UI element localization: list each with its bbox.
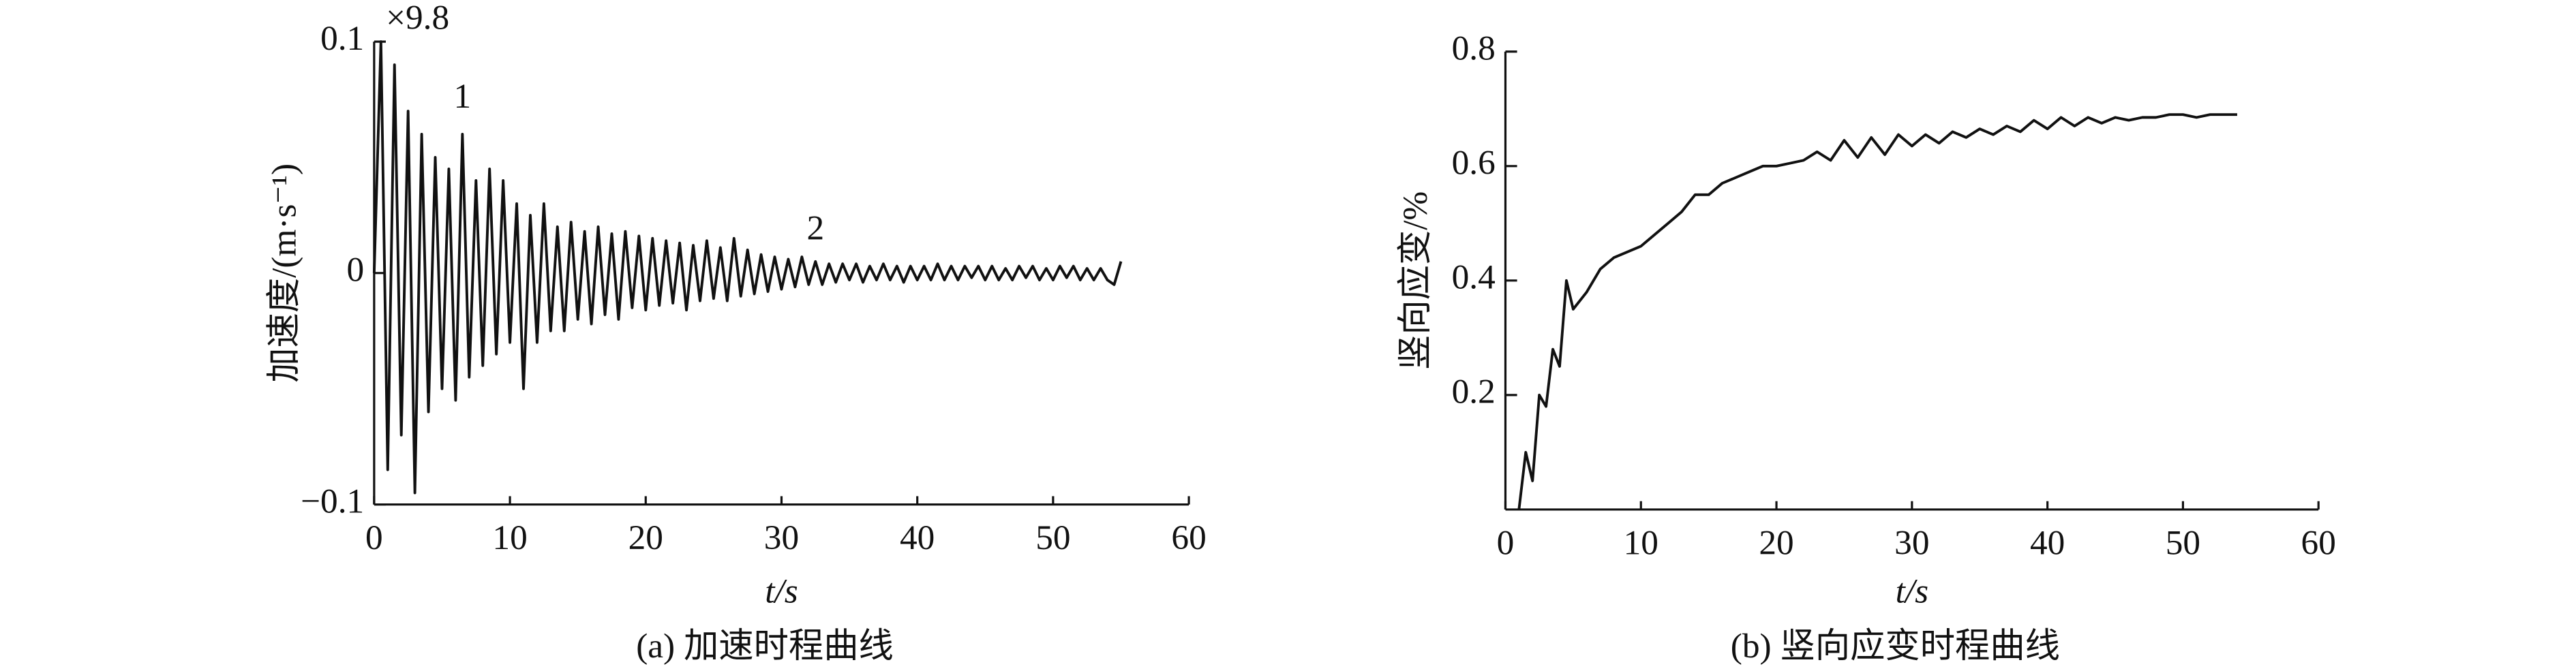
data-line [372, 40, 1123, 495]
x-tick-label: 20 [1759, 523, 1793, 562]
x-tick-label: 40 [2030, 523, 2065, 562]
x-tick-label: 30 [1894, 523, 1929, 562]
x-axis-label: t/s [1896, 572, 1928, 610]
y-tick-label: 0.6 [1452, 144, 1496, 183]
y-tick-label: 0.1 [320, 19, 364, 58]
y-tick-label: 0 [347, 251, 365, 290]
x-tick-label: 40 [900, 518, 935, 557]
y-tick-label: 0.4 [1452, 258, 1496, 297]
y-axis-label: 加速度/(m·s⁻¹) [265, 163, 304, 383]
x-tick-label: 30 [764, 518, 799, 557]
x-tick-label: 0 [1497, 523, 1515, 562]
x-tick-label: 60 [1171, 518, 1206, 557]
x-tick-label: 60 [2301, 523, 2336, 562]
caption: (a) 加速时程曲线 [636, 627, 894, 666]
x-tick-label: 10 [1624, 523, 1658, 562]
y-tick-label: 0.2 [1452, 373, 1496, 411]
caption: (b) 竖向应变时程曲线 [1731, 627, 2060, 666]
y-tick-label: −0.1 [301, 482, 364, 520]
x-axis-label: t/s [765, 572, 798, 610]
y-axis-label: 竖向应变/% [1396, 191, 1435, 370]
data-line [1517, 113, 2237, 510]
annotation: 2 [806, 208, 824, 247]
annotation: ×9.8 [386, 0, 449, 37]
y-tick-label: 0.8 [1452, 29, 1496, 68]
annotation: 1 [454, 77, 472, 116]
x-tick-label: 50 [2166, 523, 2200, 562]
x-tick-label: 0 [365, 518, 383, 557]
x-tick-label: 20 [628, 518, 663, 557]
x-tick-label: 10 [492, 518, 527, 557]
x-tick-label: 50 [1035, 518, 1070, 557]
